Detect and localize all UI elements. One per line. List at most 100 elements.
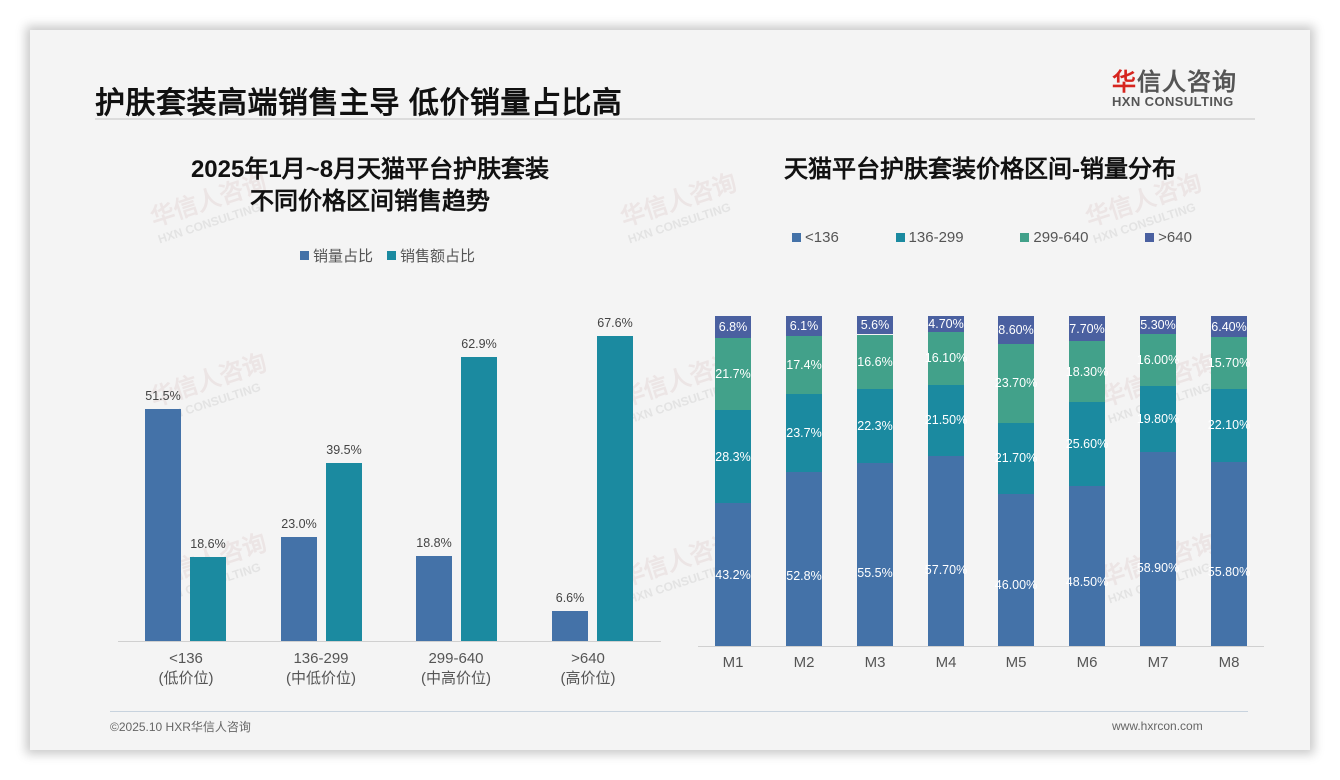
footer-divider [110, 711, 1248, 712]
legend-item-lt136: <136 [792, 229, 839, 246]
footer-website: www.hxrcon.com [1112, 719, 1203, 733]
category-range: 299-640 [428, 650, 484, 667]
segment-value-label: 58.90% [1136, 561, 1180, 576]
segment-value-label: 22.3% [857, 419, 893, 434]
bar-volume-gt640 [552, 611, 588, 641]
segment-value-label: 5.6% [860, 318, 890, 333]
segment-gt640: 7.70% [1069, 316, 1105, 342]
segment-gt640: 6.8% [715, 316, 751, 339]
segment-value-label: 25.60% [1065, 436, 1109, 451]
stacked-bar-m2: 52.8% 23.7% 17.4% 6.1% [786, 316, 822, 646]
bar-sales-gt640 [597, 336, 633, 641]
segment-299-640: 23.70% [995, 344, 1037, 423]
segment-gt640: 5.30% [1140, 316, 1176, 334]
right-chart-legend: <136 136-299 299-640 >640 [792, 229, 1192, 246]
legend-label: <136 [805, 229, 839, 246]
segment-299-640: 16.10% [925, 331, 967, 385]
segment-value-label: 6.1% [789, 319, 819, 334]
right-chart-plot: 43.2% 28.3% 21.7% 6.8% M1 52.8% 23.7% 17.4% 6.1%… [30, 30, 1310, 750]
stacked-bar-m6: 48.50% 25.60% 18.30% 7.70% [1066, 316, 1108, 646]
segment-136-299: 22.3% [857, 389, 893, 463]
legend-label: 299-640 [1033, 229, 1089, 246]
value-label: 18.6% [190, 537, 226, 551]
legend-swatch-icon [300, 251, 309, 260]
month-label: M5 [1005, 654, 1027, 671]
segment-value-label: 23.7% [786, 425, 822, 440]
segment-value-label: 19.80% [1136, 411, 1180, 426]
bar-sales-299-640 [461, 357, 497, 641]
month-label: M1 [722, 654, 744, 671]
category-tier: (中低价位) [286, 670, 356, 687]
page-title: 护肤套装高端销售主导 低价销量占比高 [95, 87, 623, 120]
segment-value-label: 7.70% [1069, 321, 1105, 336]
segment-136-299: 22.10% [1208, 388, 1250, 462]
footer-copyright: ©2025.10 HXR华信人咨询 [110, 720, 251, 734]
segment-lt136: 43.2% [715, 503, 751, 646]
segment-value-label: 6.8% [718, 320, 748, 335]
month-label: M2 [793, 654, 815, 671]
left-chart-title: 2025年1月~8月天猫平台护肤套装 不同价格区间销售趋势 [120, 154, 620, 218]
bar-volume-lt136 [145, 409, 181, 641]
legend-item-gt640: >640 [1145, 229, 1192, 246]
category-range: >640 [571, 650, 605, 667]
bar-sales-lt136 [190, 557, 226, 641]
logo-en-text: HXN CONSULTING [1112, 94, 1234, 109]
segment-136-299: 25.60% [1066, 401, 1108, 487]
segment-value-label: 5.30% [1140, 317, 1176, 332]
category-range: 136-299 [293, 650, 349, 667]
value-label: 23.0% [281, 517, 317, 531]
segment-lt136: 55.80% [1208, 461, 1250, 646]
segment-value-label: 4.70% [928, 316, 964, 331]
title-divider [95, 118, 1255, 120]
segment-lt136: 55.5% [857, 462, 893, 646]
segment-gt640: 6.1% [786, 316, 822, 337]
segment-value-label: 46.00% [994, 578, 1038, 593]
segment-lt136: 58.90% [1137, 451, 1179, 646]
legend-label: 136-299 [908, 229, 964, 246]
stacked-bar-m4: 57.70% 21.50% 16.10% 4.70% [925, 316, 967, 646]
segment-gt640: 6.40% [1211, 316, 1247, 338]
category-tier: (低价位) [158, 670, 214, 687]
value-label: 39.5% [326, 443, 362, 457]
category-label: 299-640 (中高价位) [396, 649, 516, 689]
segment-value-label: 16.10% [924, 351, 968, 366]
bar-volume-136-299 [281, 537, 317, 641]
segment-299-640: 16.00% [1137, 333, 1179, 387]
legend-swatch-icon [1020, 233, 1030, 242]
segment-value-label: 48.50% [1065, 575, 1109, 590]
segment-value-label: 55.5% [857, 565, 893, 580]
segment-value-label: 17.4% [786, 357, 822, 372]
legend-swatch-icon [792, 233, 801, 242]
segment-gt640: 8.60% [998, 316, 1034, 345]
segment-299-640: 17.4% [786, 336, 822, 394]
segment-value-label: 55.80% [1207, 565, 1251, 580]
legend-label: >640 [1158, 229, 1192, 246]
month-label: M6 [1076, 654, 1098, 671]
legend-item-299-640: 299-640 [1020, 229, 1088, 246]
category-tier: (高价位) [560, 670, 616, 687]
segment-value-label: 21.7% [715, 367, 751, 382]
value-label: 62.9% [461, 337, 497, 351]
company-logo: 华信人咨询 [1112, 62, 1237, 97]
legend-swatch-icon [1145, 233, 1155, 242]
value-label: 18.8% [416, 536, 452, 550]
x-axis [698, 646, 1264, 647]
segment-value-label: 21.70% [994, 451, 1038, 466]
segment-value-label: 8.60% [998, 323, 1034, 338]
legend-item-sales: 销售额占比 [387, 245, 475, 266]
left-chart-plot: 51.5% 18.6% 23.0% 39.5% 18.8% 62.9% 6.6%… [30, 30, 670, 750]
segment-value-label: 16.00% [1136, 352, 1180, 367]
segment-299-640: 21.7% [715, 338, 751, 411]
stacked-bar-m1: 43.2% 28.3% 21.7% 6.8% [715, 316, 751, 646]
segment-value-label: 23.70% [994, 376, 1038, 391]
month-label: M4 [935, 654, 957, 671]
segment-136-299: 19.80% [1137, 386, 1179, 452]
segment-136-299: 28.3% [715, 410, 751, 504]
segment-value-label: 18.30% [1065, 364, 1109, 379]
category-label: 136-299 (中低价位) [261, 649, 381, 689]
segment-lt136: 46.00% [995, 494, 1037, 646]
segment-299-640: 15.70% [1208, 337, 1250, 389]
segment-value-label: 6.40% [1211, 319, 1247, 334]
logo-cn-text: 信人咨询 [1137, 69, 1237, 96]
segment-value-label: 15.70% [1207, 356, 1251, 371]
